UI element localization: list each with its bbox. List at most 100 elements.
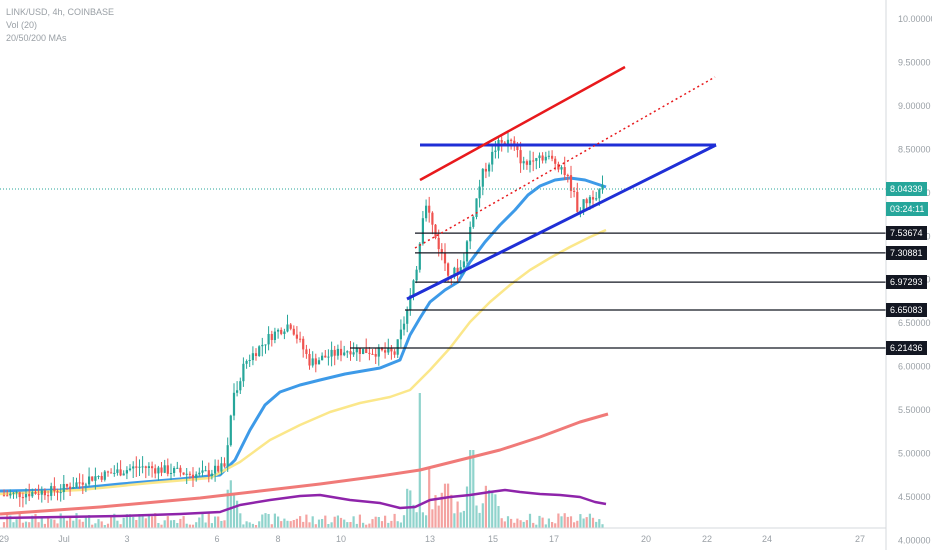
candle-body: [591, 197, 595, 200]
candle-body: [151, 466, 154, 469]
volume-bar: [475, 505, 478, 528]
volume-bar: [75, 513, 78, 528]
candle-body: [173, 468, 176, 473]
volume-bar: [65, 520, 69, 528]
candle-body: [387, 348, 390, 353]
volume-bar: [349, 522, 352, 528]
time-tick-label: 13: [425, 534, 435, 544]
candle-body: [232, 392, 236, 416]
candle-body: [62, 484, 65, 493]
volume-bar: [43, 523, 46, 528]
volume-bar: [352, 516, 355, 528]
volume-bar: [176, 523, 179, 528]
volume-indicator-label[interactable]: Vol (20): [6, 20, 38, 30]
candle-body: [355, 348, 358, 353]
volume-bar: [365, 524, 368, 528]
candle-body: [154, 468, 157, 474]
price-tick-label: 10.00000: [898, 14, 932, 24]
candle-body: [169, 473, 173, 474]
volume-bar: [447, 483, 450, 528]
candle-body: [72, 487, 75, 489]
candle-body: [236, 390, 239, 393]
candle-body: [113, 472, 116, 474]
volume-bar: [254, 525, 258, 528]
time-tick-label: 8: [275, 534, 280, 544]
moving-averages-label[interactable]: 20/50/200 MAs: [6, 33, 67, 43]
volume-bar: [207, 513, 210, 528]
candle-body: [528, 160, 532, 165]
volume-bar: [151, 516, 154, 528]
volume-bar: [387, 522, 390, 528]
volume-bar: [47, 517, 50, 528]
candle-body: [428, 205, 431, 213]
candle-body: [374, 354, 377, 357]
candle-body: [273, 331, 276, 340]
trendline-drawings[interactable]: [0, 65, 886, 349]
volume-bar: [277, 516, 280, 528]
level-price-label: 7.30881: [886, 245, 927, 260]
candle-body: [179, 467, 182, 473]
candle-body: [75, 482, 78, 487]
volume-bar: [343, 519, 346, 528]
volume-bar: [273, 513, 276, 528]
volume-bar: [50, 519, 53, 528]
volume-bar: [88, 515, 91, 528]
volume-bar: [409, 490, 412, 528]
candle-body: [119, 469, 122, 476]
candle-body: [229, 415, 232, 446]
volume-bar: [6, 514, 9, 528]
candle-body: [343, 352, 346, 356]
candle-body: [103, 471, 106, 480]
volume-bar: [494, 494, 497, 528]
candle-body: [144, 466, 147, 468]
candle-body: [295, 334, 298, 339]
volume-bar: [154, 513, 157, 528]
volume-bar: [295, 518, 298, 528]
volume-bar: [481, 503, 484, 528]
candle-body: [141, 466, 144, 468]
candle-body: [9, 493, 12, 496]
volume-bar: [201, 513, 204, 528]
volume-bar: [415, 512, 418, 528]
volume-bar: [513, 522, 516, 528]
candle-body: [195, 474, 198, 479]
candle-body: [327, 356, 330, 358]
volume-bar: [582, 518, 585, 528]
candle-body: [339, 348, 343, 356]
volume-bar: [519, 520, 522, 528]
volume-bar: [573, 522, 576, 528]
volume-bar: [324, 515, 327, 528]
volume-bar: [497, 506, 500, 528]
price-tick-label: 6.00000: [898, 362, 931, 372]
candle-body: [94, 476, 97, 481]
volume-bar: [402, 515, 406, 528]
candle-body: [53, 486, 56, 492]
candle-body: [582, 199, 585, 211]
candle-body: [308, 354, 311, 366]
volume-bar: [535, 524, 538, 528]
candle-body: [302, 338, 305, 350]
volume-bar: [242, 524, 245, 528]
time-tick-label: 22: [702, 534, 712, 544]
candle-body: [207, 470, 210, 477]
volume-bar: [147, 515, 150, 528]
volume-bar: [72, 520, 75, 528]
volume-bar: [198, 517, 201, 528]
volume-bar: [525, 520, 528, 528]
candle-body: [59, 492, 62, 494]
volume-bar: [81, 521, 84, 528]
volume-bar: [141, 515, 144, 528]
candle-body: [40, 490, 43, 495]
volume-bar: [321, 519, 324, 528]
level-price-label: 7.53674: [886, 226, 927, 241]
volume-bar: [302, 521, 305, 528]
symbol-label[interactable]: LINK/USD, 4h, COINBASE: [6, 7, 115, 17]
volume-bar: [434, 495, 437, 528]
candle-body: [421, 218, 424, 244]
candle-body: [248, 360, 251, 361]
candle-body: [6, 495, 9, 497]
ma200-line: [0, 412, 609, 516]
candle-body: [576, 191, 579, 212]
candle-body: [393, 351, 396, 355]
